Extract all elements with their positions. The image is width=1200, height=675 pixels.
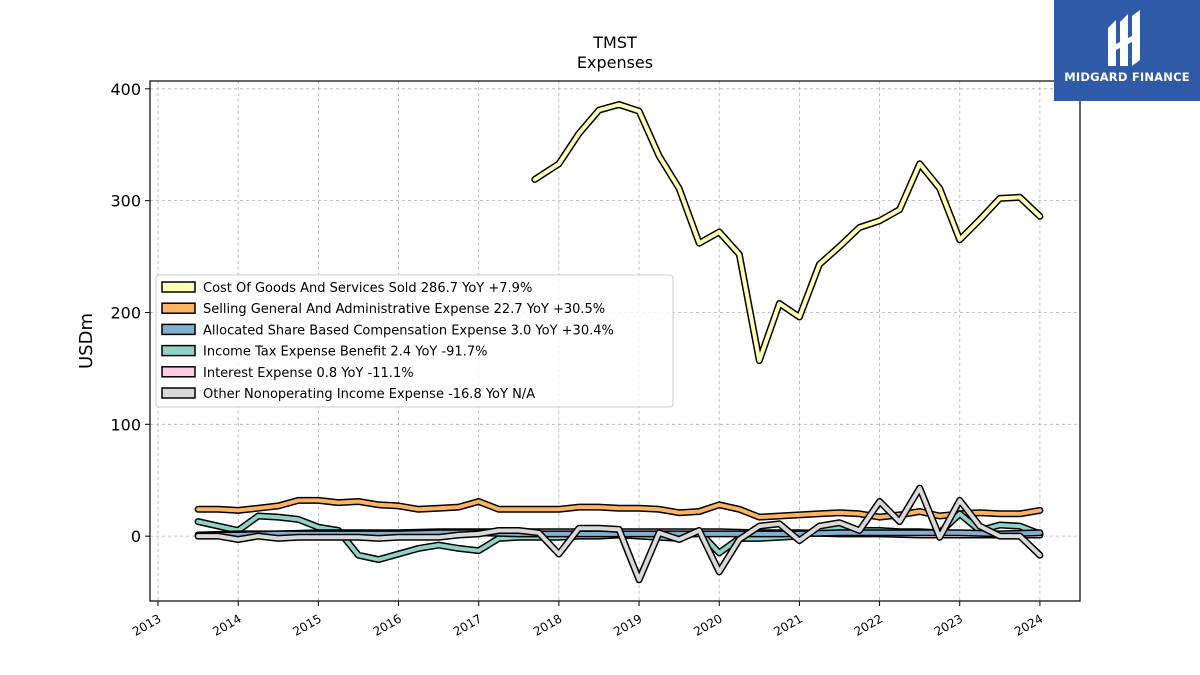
logo-mark-icon bbox=[1108, 10, 1140, 66]
legend-swatch bbox=[161, 281, 196, 293]
brand-logo: MIDGARD FINANCE bbox=[1054, 0, 1200, 101]
legend-entry: Allocated Share Based Compensation Expen… bbox=[203, 323, 614, 338]
x-tick-label: 2022 bbox=[852, 611, 885, 638]
x-tick-label: 2018 bbox=[531, 611, 564, 638]
x-tick-label: 2024 bbox=[1012, 611, 1045, 638]
grid bbox=[150, 81, 1080, 601]
legend-entry: Cost Of Goods And Services Sold 286.7 Yo… bbox=[203, 281, 532, 296]
legend-entry: Selling General And Administrative Expen… bbox=[203, 302, 605, 317]
series-line-other-nonoperating-income-expense bbox=[196, 486, 1042, 582]
x-tick-label: 2017 bbox=[451, 611, 484, 638]
plot-frame bbox=[149, 80, 1081, 602]
x-tick-label: 2023 bbox=[932, 611, 965, 638]
legend-swatch bbox=[161, 302, 196, 314]
y-tick-label: 400 bbox=[110, 80, 141, 99]
x-tick-label: 2019 bbox=[611, 611, 644, 638]
y-tick-label: 100 bbox=[110, 415, 141, 434]
x-tick-label: 2016 bbox=[371, 611, 404, 638]
y-tick-label: 0 bbox=[131, 527, 141, 546]
y-tick-label: 300 bbox=[110, 192, 141, 211]
series-line-cost-of-goods-and-services-sold bbox=[532, 102, 1042, 363]
legend-entry: Interest Expense 0.8 YoY -11.1% bbox=[203, 366, 414, 381]
x-tick-label: 2021 bbox=[771, 611, 804, 638]
series-lines bbox=[194, 101, 1044, 584]
chart-subtitle: Expenses bbox=[577, 53, 653, 72]
legend-swatch bbox=[161, 344, 196, 357]
legend-box bbox=[155, 274, 674, 408]
legend: Cost Of Goods And Services Sold 286.7 Yo… bbox=[155, 274, 674, 408]
x-tick-label: 2020 bbox=[691, 611, 724, 638]
y-axis-label: USDm bbox=[76, 313, 97, 369]
legend-swatch bbox=[161, 387, 196, 399]
x-tick-label: 2013 bbox=[130, 611, 163, 638]
legend-entry: Other Nonoperating Income Expense -16.8 … bbox=[203, 387, 535, 402]
logo-text: MIDGARD FINANCE bbox=[1064, 70, 1190, 84]
y-tick-label: 200 bbox=[110, 303, 141, 322]
legend-swatch bbox=[161, 366, 196, 378]
chart-title: TMST bbox=[592, 33, 637, 52]
x-tick-label: 2014 bbox=[210, 611, 243, 638]
x-tick-label: 2015 bbox=[290, 611, 323, 638]
legend-entry: Income Tax Expense Benefit 2.4 YoY -91.7… bbox=[203, 345, 487, 360]
legend-swatch bbox=[161, 323, 196, 336]
